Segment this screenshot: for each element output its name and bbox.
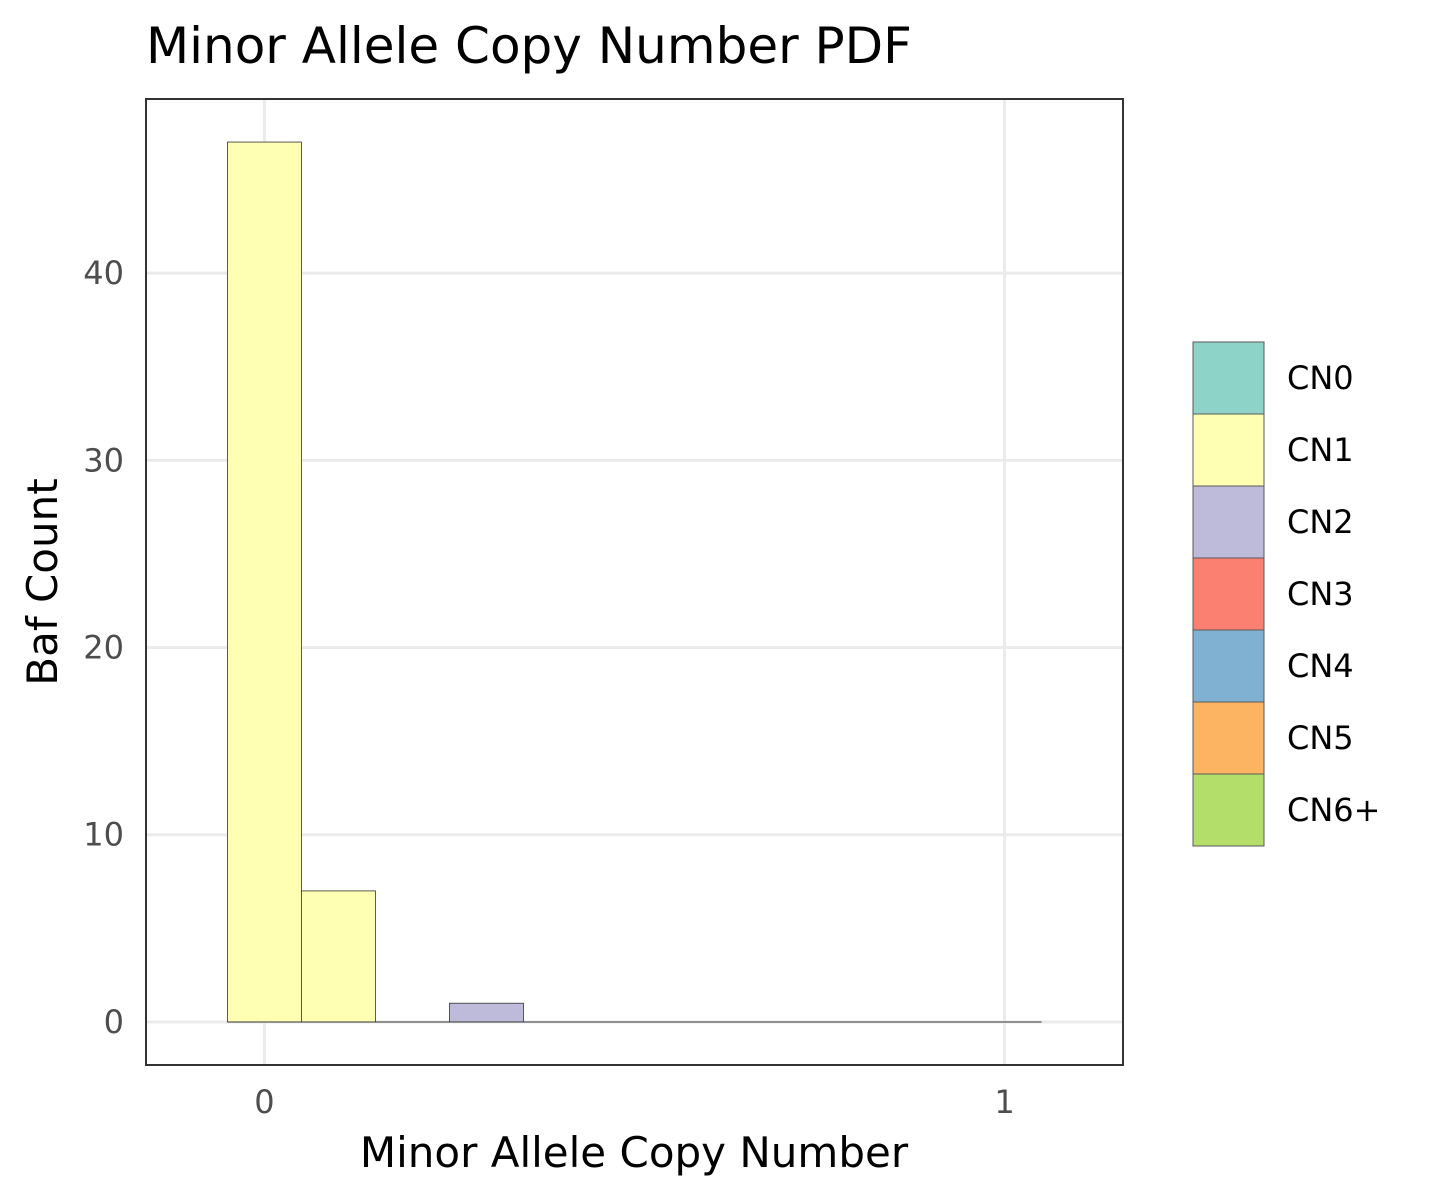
x-tick-label: 0 (254, 1083, 274, 1121)
y-tick-labels: 0 10 20 30 40 (83, 254, 124, 1041)
y-axis-title: Baf Count (18, 478, 67, 685)
legend-label: CN2 (1287, 503, 1354, 541)
y-tick-label: 20 (83, 629, 124, 667)
plot-panel (145, 98, 1124, 1066)
bar-cn1 (227, 141, 302, 1023)
chart-title: Minor Allele Copy Number PDF (146, 17, 912, 75)
legend-item-cn4: CN4 (1192, 629, 1354, 703)
legend-label: CN3 (1287, 575, 1354, 613)
legend-item-cn0: CN0 (1192, 341, 1354, 415)
legend-key (1192, 629, 1265, 703)
legend-key (1192, 485, 1265, 559)
legend-label: CN6+ (1287, 791, 1380, 829)
legend-label: CN4 (1287, 647, 1354, 685)
legend-label: CN1 (1287, 431, 1354, 469)
x-axis-title: Minor Allele Copy Number (360, 1128, 909, 1177)
legend-item-cn5: CN5 (1192, 701, 1354, 775)
legend-key (1192, 341, 1265, 415)
bar-cn2 (449, 1002, 524, 1023)
legend-key (1192, 701, 1265, 775)
y-tick-label: 10 (83, 816, 124, 854)
legend-key (1192, 413, 1265, 487)
legend-label: CN0 (1287, 359, 1354, 397)
y-tick-label: 40 (83, 254, 124, 292)
bar-cn1 (301, 890, 376, 1023)
y-tick-label: 30 (83, 441, 124, 479)
legend: CN0 CN1 CN2 CN3 CN4 CN5 CN6+ (1192, 341, 1380, 847)
histogram-bars (227, 141, 1042, 1023)
legend-key (1192, 557, 1265, 631)
legend-item-cn2: CN2 (1192, 485, 1354, 559)
legend-item-cn1: CN1 (1192, 413, 1354, 487)
x-tick-label: 1 (994, 1083, 1014, 1121)
legend-label: CN5 (1287, 719, 1354, 757)
legend-item-cn3: CN3 (1192, 557, 1354, 631)
legend-key (1192, 773, 1265, 847)
legend-item-cn6plus: CN6+ (1192, 773, 1380, 847)
y-tick-label: 0 (104, 1003, 124, 1041)
